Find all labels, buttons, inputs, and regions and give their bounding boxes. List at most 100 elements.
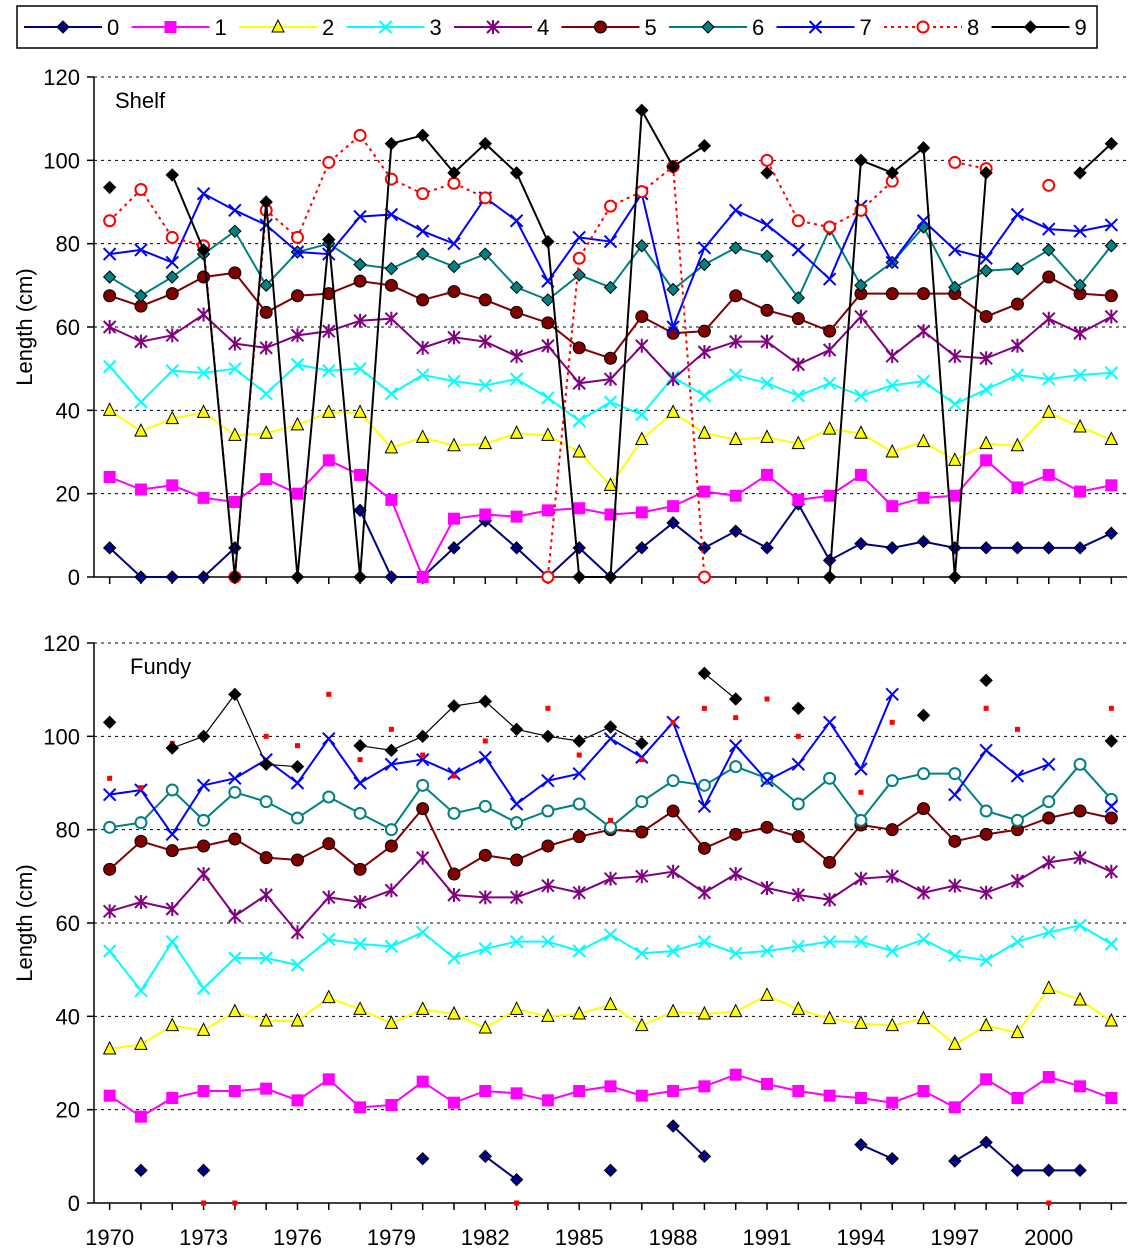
data-point-7 — [822, 272, 837, 286]
data-point-3 — [290, 958, 305, 972]
data-point-3 — [729, 368, 743, 382]
data-point-2 — [1010, 437, 1025, 452]
series-9 — [102, 666, 1119, 774]
data-point-8 — [134, 183, 148, 196]
data-point-3 — [1010, 368, 1025, 382]
data-point-6 — [384, 823, 398, 837]
data-point-4 — [541, 878, 555, 893]
data-point-2 — [353, 1001, 367, 1015]
data-point-7 — [509, 214, 524, 228]
data-point-3 — [290, 357, 305, 372]
data-point-3 — [447, 374, 461, 388]
data-point-4 — [791, 357, 806, 372]
data-point-3 — [666, 944, 680, 958]
data-point-7 — [228, 203, 242, 218]
y-tick-label: 120 — [43, 65, 80, 90]
data-point-2 — [634, 431, 649, 445]
data-point-1 — [103, 1089, 116, 1102]
data-point-2 — [1010, 1024, 1025, 1039]
data-point-4 — [603, 372, 618, 387]
legend-label-2: 2 — [322, 15, 334, 40]
data-point-6 — [917, 767, 931, 781]
data-point-1 — [228, 496, 241, 508]
data-point-0 — [102, 541, 117, 555]
data-point-5 — [510, 853, 524, 867]
data-point-1 — [166, 479, 179, 492]
data-point-8 — [290, 230, 304, 244]
data-point-1 — [1011, 1092, 1024, 1104]
data-point-2 — [102, 1040, 117, 1055]
data-point-3 — [415, 368, 430, 382]
data-point-3 — [635, 407, 649, 422]
data-point-4 — [822, 892, 837, 907]
data-point-8 — [635, 185, 649, 199]
data-point-3 — [165, 364, 179, 378]
data-point-3 — [603, 395, 618, 409]
data-point-8 — [670, 719, 676, 725]
data-point-5 — [134, 834, 148, 848]
data-point-6 — [447, 806, 461, 820]
data-point-6 — [353, 806, 367, 820]
data-point-9 — [384, 743, 399, 758]
data-point-4 — [885, 349, 899, 364]
data-point-0 — [196, 1163, 211, 1178]
data-point-3 — [384, 939, 399, 954]
data-point-5 — [979, 827, 993, 841]
data-point-9 — [509, 166, 524, 180]
data-point-5 — [103, 289, 117, 303]
data-point-0 — [415, 1151, 430, 1166]
series-line-2 — [109, 409, 1112, 487]
data-point-4 — [165, 328, 179, 343]
data-point-7 — [603, 234, 618, 249]
data-point-5 — [729, 289, 743, 303]
data-point-8 — [388, 726, 394, 732]
data-point-4 — [791, 888, 806, 902]
series-8 — [103, 128, 1056, 584]
data-point-5 — [979, 310, 993, 324]
data-point-7 — [541, 773, 555, 788]
data-point-8 — [823, 220, 837, 234]
data-point-6 — [478, 799, 492, 813]
series-5 — [103, 266, 1118, 365]
data-point-4 — [760, 334, 774, 349]
data-point-8 — [983, 705, 989, 711]
y-tick-label: 0 — [68, 565, 80, 590]
data-point-0 — [1010, 541, 1025, 555]
data-point-0 — [666, 516, 680, 530]
legend-item-6: 6 — [669, 15, 764, 40]
data-point-7 — [854, 762, 868, 776]
data-point-6 — [979, 264, 993, 278]
data-point-3 — [228, 951, 242, 965]
data-point-0 — [603, 1163, 618, 1178]
data-point-1 — [1105, 479, 1118, 492]
data-point-4 — [290, 328, 305, 343]
data-point-2 — [228, 1003, 242, 1018]
data-point-9 — [353, 570, 367, 584]
data-point-4 — [415, 850, 430, 865]
data-point-0 — [1042, 541, 1056, 555]
data-point-3 — [322, 364, 336, 378]
data-point-9 — [259, 195, 273, 209]
data-point-3 — [228, 361, 242, 376]
legend-marker-1 — [164, 21, 177, 33]
data-point-7 — [791, 243, 806, 257]
data-point-8 — [384, 172, 398, 186]
data-point-7 — [885, 255, 899, 270]
data-point-6 — [603, 280, 618, 295]
data-point-4 — [415, 340, 430, 355]
data-point-6 — [635, 239, 649, 253]
data-point-1 — [541, 1094, 554, 1107]
x-tick-label: 1997 — [930, 1225, 979, 1250]
data-point-8 — [1014, 726, 1020, 732]
data-point-5 — [478, 848, 492, 862]
data-point-3 — [1042, 925, 1056, 940]
data-point-6 — [165, 783, 179, 797]
legend-item-7: 7 — [776, 15, 872, 40]
data-point-2 — [822, 1010, 837, 1025]
data-point-7 — [916, 214, 931, 228]
data-point-4 — [572, 376, 586, 391]
data-point-5 — [1104, 289, 1118, 303]
data-point-5 — [103, 862, 117, 876]
data-point-9 — [697, 139, 712, 153]
